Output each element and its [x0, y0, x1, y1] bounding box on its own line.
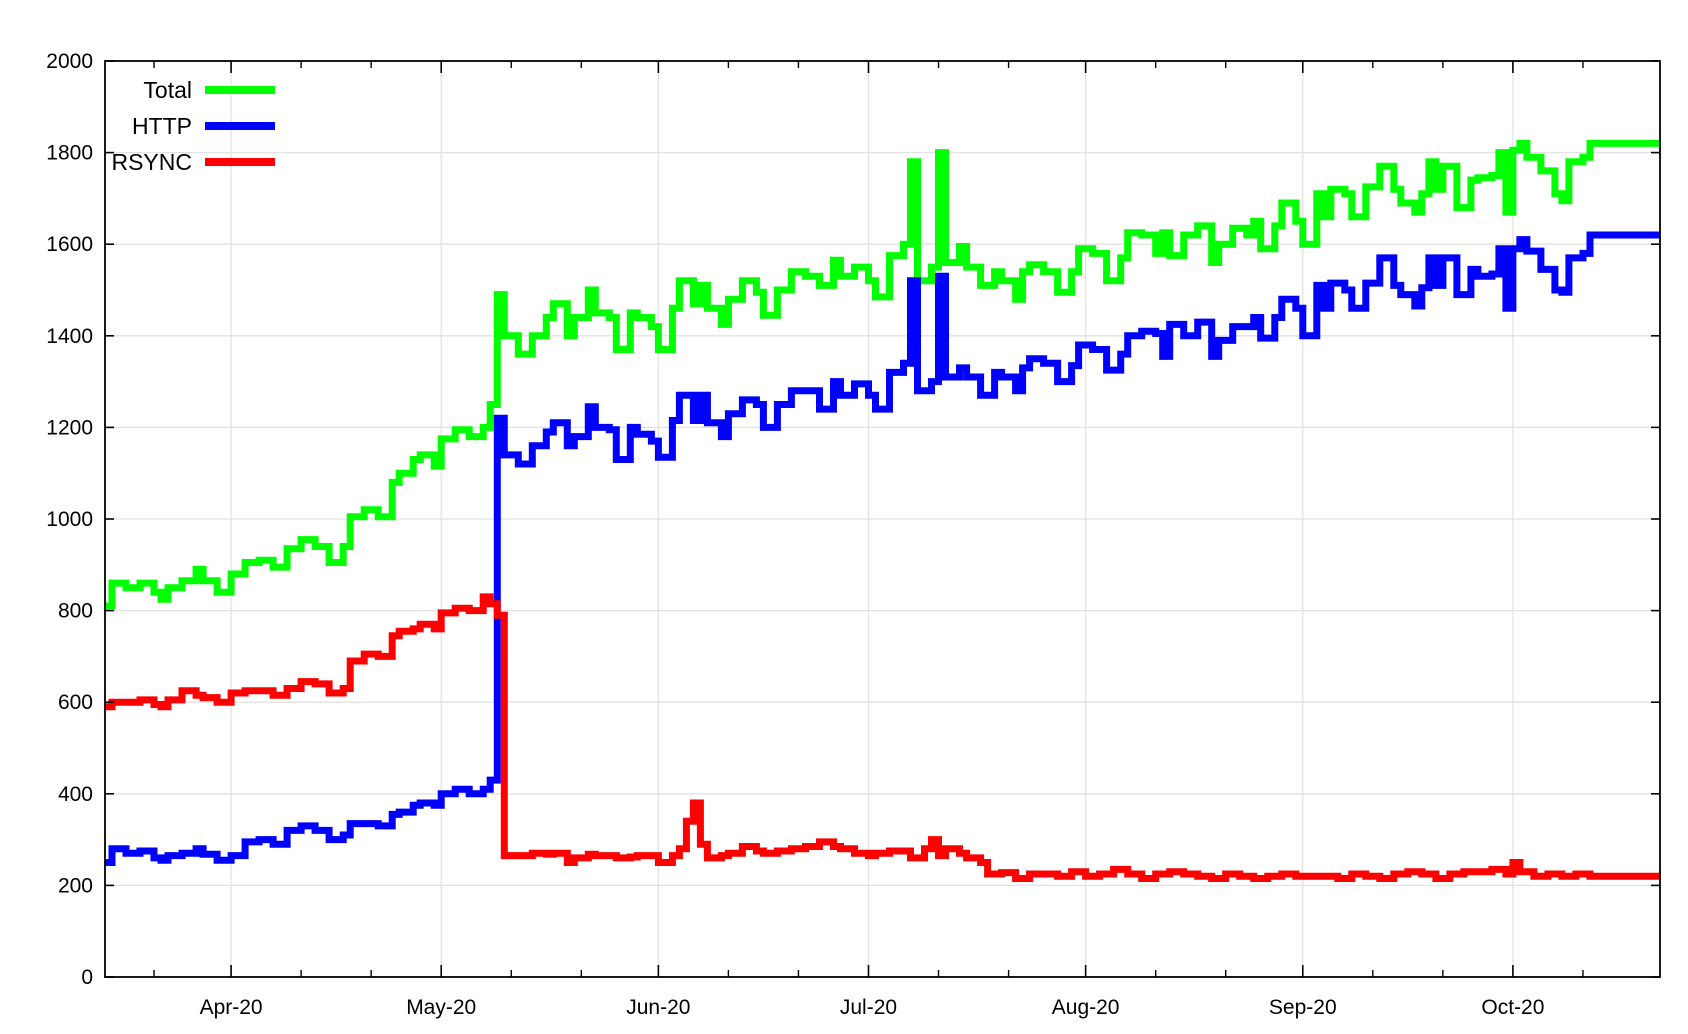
series-line-rsync	[105, 593, 1660, 882]
x-tick-label: Apr-20	[200, 996, 263, 1019]
x-tick-label: Oct-20	[1481, 996, 1544, 1019]
y-tick-label: 0	[81, 966, 93, 989]
x-axis-tick-labels: Apr-20 May-20 Jun-20 Jul-20 Aug-20 Sep-20 Oct-…	[200, 996, 1545, 1019]
legend-label: RSYNC	[111, 149, 192, 175]
gridlines	[105, 61, 1660, 977]
series-line-total	[105, 139, 1660, 610]
legend-label: Total	[143, 77, 192, 103]
axis-ticks	[105, 60, 1660, 978]
series-line-http	[105, 231, 1660, 866]
y-tick-label: 1000	[46, 508, 93, 531]
y-tick-label: 2000	[46, 50, 93, 73]
x-tick-label: Jun-20	[626, 996, 690, 1019]
y-tick-label: 1400	[46, 325, 93, 348]
y-tick-label: 1800	[46, 142, 93, 165]
y-axis-tick-labels: 0 200 400 600 800 1000 1200 1400 1600 1800 2000	[46, 50, 93, 989]
y-tick-label: 1600	[46, 233, 93, 256]
y-tick-label: 400	[58, 783, 93, 806]
y-tick-label: 800	[58, 600, 93, 623]
x-tick-label: Sep-20	[1269, 996, 1337, 1019]
y-tick-label: 1200	[46, 416, 93, 439]
x-tick-label: Aug-20	[1052, 996, 1120, 1019]
series-lines	[105, 139, 1660, 882]
x-tick-label: May-20	[406, 996, 476, 1019]
legend-label: HTTP	[132, 113, 192, 139]
y-tick-label: 600	[58, 691, 93, 714]
x-tick-label: Jul-20	[840, 996, 897, 1019]
legend: Total HTTP RSYNC	[111, 77, 275, 175]
y-tick-label: 200	[58, 874, 93, 897]
